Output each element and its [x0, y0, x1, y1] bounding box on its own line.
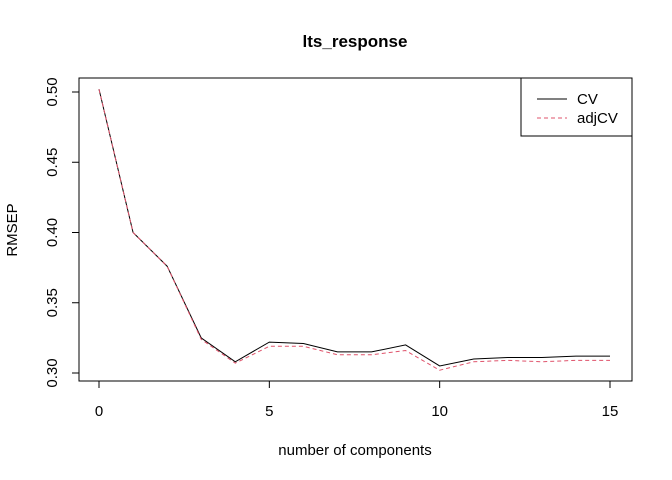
series-line-adjcv	[98, 89, 610, 371]
plot-frame	[78, 77, 633, 382]
legend-box	[520, 77, 633, 137]
y-axis: 0.30 0.35 0.40 0.45 0.50	[44, 77, 79, 388]
y-axis-label: RMSEP	[4, 203, 21, 256]
y-tick-label: 0.35	[44, 288, 61, 317]
y-tick-label: 0.30	[44, 358, 61, 387]
x-axis-label: number of components	[278, 442, 431, 459]
x-tick-label: 15	[602, 403, 619, 420]
series-layer	[98, 89, 610, 371]
y-tick-label: 0.45	[44, 148, 61, 177]
x-tick-label: 5	[265, 403, 273, 420]
legend-label-adjcv: adjCV	[577, 110, 618, 127]
legend-label-cv: CV	[577, 91, 598, 108]
chart-title: lts_response	[303, 32, 408, 51]
y-tick-label: 0.40	[44, 218, 61, 247]
y-tick-label: 0.50	[44, 77, 61, 106]
x-tick-label: 0	[95, 403, 103, 420]
x-tick-label: 10	[431, 403, 448, 420]
x-axis: 0 5 10 15	[95, 381, 619, 420]
legend: CV adjCV	[520, 77, 633, 137]
